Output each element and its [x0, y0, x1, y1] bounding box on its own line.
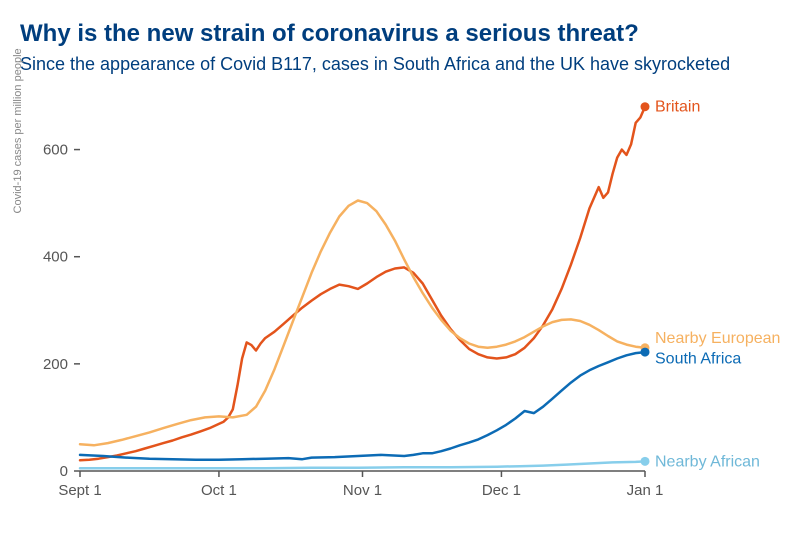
series-endpoint-south-africa	[641, 348, 650, 357]
series-line-nearby-european	[80, 201, 645, 446]
x-tick-label: Oct 1	[201, 482, 237, 499]
x-tick-label: Jan 1	[627, 482, 664, 499]
series-line-nearby-african	[80, 462, 645, 469]
chart-container: Why is the new strain of coronavirus a s…	[0, 0, 800, 516]
series-endpoint-britain	[641, 102, 650, 111]
chart-title: Why is the new strain of coronavirus a s…	[20, 20, 780, 49]
series-line-britain	[80, 107, 645, 461]
series-label-britain: Britain	[655, 99, 700, 116]
series-endpoint-nearby-african	[641, 457, 650, 466]
chart-subtitle: Since the appearance of Covid B117, case…	[20, 53, 780, 76]
line-chart-svg: 0 200 400 600 Sept 1 Oct 1 Nov 1 Dec 1 Jan 1 Brit…	[20, 86, 780, 506]
x-tick-label: Nov 1	[343, 482, 382, 499]
x-tick-label: Dec 1	[482, 482, 521, 499]
y-tick-label: 200	[43, 356, 68, 373]
series-label-nearby-african: Nearby African	[655, 454, 760, 471]
series-label-nearby-european: Nearby European	[655, 330, 780, 347]
y-tick-label: 400	[43, 249, 68, 266]
y-tick-label: 600	[43, 142, 68, 159]
chart-plot-area: Covid-19 cases per million people 020040…	[20, 86, 780, 506]
x-tick-label: Sept 1	[58, 482, 101, 499]
series-label-south-africa: South Africa	[655, 351, 741, 368]
y-axis-label: Covid-19 cases per million people	[12, 49, 24, 214]
y-tick-label: 0	[60, 463, 68, 480]
